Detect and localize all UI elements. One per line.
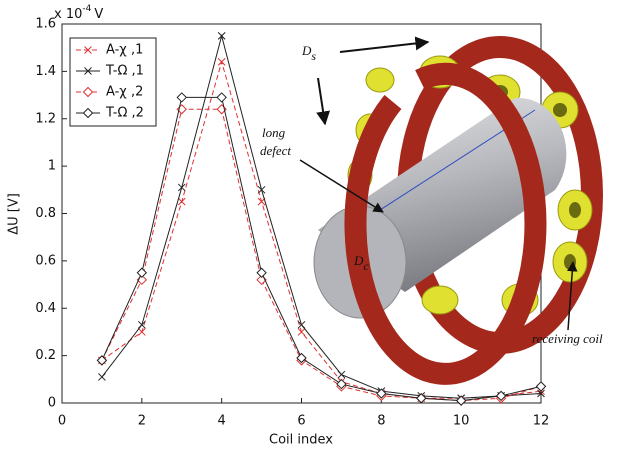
legend-label: T-Ω ,2 xyxy=(105,106,144,121)
x-tick-label: 2 xyxy=(138,414,146,429)
y-tick-label: 1.6 xyxy=(35,17,56,32)
x-tick-label: 4 xyxy=(218,414,226,429)
x-tick-label: 10 xyxy=(453,414,470,429)
y-axis-label: ΔU [V] xyxy=(7,193,22,235)
x-tick-label: 12 xyxy=(533,414,550,429)
y-tick-label: 1 xyxy=(48,159,56,174)
x-tick-label: 8 xyxy=(377,414,385,429)
point xyxy=(257,268,266,277)
y-tick-label: 0 xyxy=(48,396,56,411)
x-axis-label: Coil index xyxy=(269,433,333,448)
y-tick-label: 0.8 xyxy=(35,206,56,221)
y-tick-label: 0.2 xyxy=(35,348,56,363)
point xyxy=(178,198,185,205)
coil-label: receiving coil xyxy=(532,331,603,346)
arrow xyxy=(340,42,428,52)
point xyxy=(218,58,225,65)
x-tick-label: 0 xyxy=(58,414,66,429)
defect-label: defect xyxy=(260,143,291,158)
point xyxy=(137,268,146,277)
legend-label: A-χ ,1 xyxy=(106,43,143,58)
point xyxy=(537,382,546,391)
point xyxy=(138,328,145,335)
chart: 0 0.2 0.4 0.6 0.8 1 1.2 1.4 1.6 0 2 4 6 8 10 12 A-χ ,1 T-… xyxy=(0,0,628,457)
coil-illustration: Ds Dc long defect receiving coil xyxy=(260,42,603,374)
y-tick-label: 0.6 xyxy=(35,253,56,268)
point xyxy=(177,93,186,102)
point xyxy=(98,373,105,380)
arrow xyxy=(318,78,325,124)
point xyxy=(178,184,185,191)
legend: A-χ ,1 T-Ω ,1 A-χ ,2 T-Ω ,2 xyxy=(70,38,156,126)
point xyxy=(457,396,466,405)
point xyxy=(217,93,226,102)
y-tick-label: 0.4 xyxy=(35,301,56,316)
point xyxy=(338,371,345,378)
legend-label: A-χ ,2 xyxy=(106,85,143,100)
y-tick-label: 1.4 xyxy=(35,64,56,79)
point xyxy=(258,186,265,193)
defect-label: long xyxy=(262,125,286,140)
legend-label: T-Ω ,1 xyxy=(105,64,144,79)
point xyxy=(298,328,305,335)
y-tick-label: 1.2 xyxy=(35,111,56,126)
x-tick-label: 6 xyxy=(297,414,305,429)
point xyxy=(218,32,225,39)
ds-label: Ds xyxy=(301,43,316,63)
